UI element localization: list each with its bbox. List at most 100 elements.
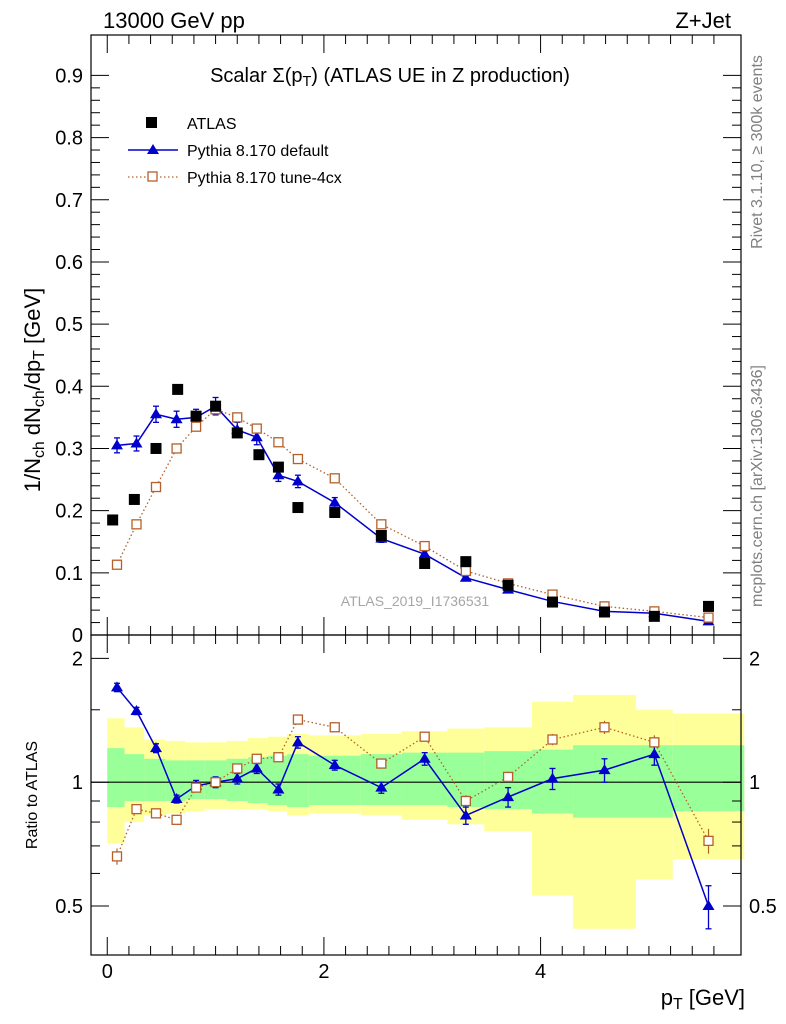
atlas-data-point [128,493,140,505]
ratio-pythia-default-point [111,681,123,692]
ratio-band-green [185,760,205,800]
tune-4cx-point [171,443,182,454]
atlas-data-point [703,600,714,612]
atlas-data-point [231,427,243,439]
pythia-default-point [418,548,431,559]
atlas-data-point [272,461,284,473]
atlas-data-point [150,442,162,454]
main-y-tick-label: 0.2 [55,501,83,523]
atlas-data-point [329,507,341,519]
pythia-default-point [170,413,183,424]
atlas-data-point [190,410,202,422]
pythia-default-point [328,496,341,507]
tune-4cx-point [232,412,243,423]
tune-4cx-point [703,612,714,623]
x-axis-label: pT [GeV] [661,985,745,1013]
ratio-tune-4cx-point [190,782,202,793]
ratio-pythia-default-point [231,772,244,783]
legend-atlas-marker [146,117,157,128]
ratio-pythia-default-point [598,764,611,775]
tune-4cx-point [460,565,471,577]
atlas-data-point [172,383,184,395]
pythia-default-point [291,475,304,486]
header-left: 13000 GeV pp [103,8,245,33]
ratio-band-green [248,757,268,804]
atlas-data-point [648,610,660,622]
x-tick-label: 0 [102,961,113,983]
atlas-data-point [292,502,304,514]
tune-4cx-line [116,408,709,619]
tune-4cx-point [150,481,162,493]
ratio-tune-4cx-point [502,771,514,783]
pythia-default-point [111,439,123,450]
ratio-y-axis-label: Ratio to ATLAS [24,741,41,849]
ratio-pythia-default-point [250,762,263,773]
main-y-tick-label: 0.8 [55,128,83,150]
ratio-tune-4cx-point [150,808,162,819]
pythia-default-point [150,408,162,419]
ratio-tune-4cx-point [649,737,660,748]
pythia-default-point [459,571,472,582]
main-y-tick-label: 0.5 [55,314,83,336]
ratio-band-green [165,760,186,802]
ratio-pythia-default-point [328,759,341,770]
main-y-tick-label: 0 [72,625,83,647]
ratio-tune-4cx-point [210,777,221,788]
ratio-pythia-default-point [459,809,472,820]
ratio-pythia-default-point [272,783,285,794]
atlas-data-point [253,449,265,461]
main-y-tick-label: 0.4 [55,376,83,398]
ratio-tune-4cx-point [273,752,284,763]
ratio-tune-4cx-point [419,731,430,742]
tune-4cx-point [131,519,142,530]
legend-tune-label: Pythia 8.170 tune-4cx [187,170,342,187]
ratio-plot-series [111,681,715,930]
tune-4cx-point [251,423,262,434]
ratio-tune-4cx-point [292,714,304,725]
ratio-y-tick-label: 1 [72,772,83,794]
legend: ATLAS Pythia 8.170 default Pythia 8.170 … [128,116,342,187]
atlas-data-point [502,579,514,591]
main-plot-series [107,383,715,626]
ratio-plot-ticks: 0.5 0.5 1 1 2 2 0 2 4 [55,635,777,983]
mcplots-info: mcplots.cern.ch [arXiv:1306.3436] [749,365,766,607]
ratio-tune-4cx-point [131,803,142,815]
pythia-default-point [272,469,285,480]
tune-4cx-point [419,540,430,552]
ratio-tune-4cx-point [171,814,182,825]
ratio-y-tick-label-right: 0.5 [749,896,777,918]
ratio-tune-4cx-point [251,753,262,764]
ratio-tune-4cx-point [376,758,387,769]
main-plot-title: Scalar Σ(pT) (ATLAS UE in Z production) [210,65,570,90]
legend-atlas-label: ATLAS [187,116,237,133]
header-right: Z+Jet [675,8,731,33]
atlas-data-point [547,596,558,608]
ratio-tune-4cx-point [460,795,471,807]
ratio-band-green [672,745,745,812]
ratio-pythia-default-point [375,781,388,792]
main-y-tick-label: 0.6 [55,252,83,274]
ratio-band-green [267,755,288,806]
ratio-tune-4cx-point [329,722,340,733]
legend-default-marker [147,144,159,154]
tune-4cx-point [329,473,340,484]
main-plot-ticks: 0 0.1 0.2 0.3 0.4 0.5 0.6 0.7 0.8 0.9 [55,35,741,647]
tune-4cx-point [111,559,123,570]
main-y-tick-label: 0.3 [55,438,83,460]
ratio-band-green [107,748,125,808]
atlas-data-point [107,514,119,526]
tune-4cx-point [376,519,387,530]
legend-tune-marker [147,171,158,182]
ratio-pythia-default-point [702,899,715,910]
x-tick-label: 4 [535,961,546,983]
ratio-y-tick-label-right: 2 [749,648,760,670]
main-y-tick-label: 0.1 [55,563,83,585]
atlas-data-point [460,556,472,568]
atlas-data-point [419,557,431,569]
ratio-pythia-default-point [291,736,304,747]
ratio-tune-4cx-point [547,734,558,745]
analysis-watermark: ATLAS_2019_I1736531 [341,593,490,609]
main-y-tick-label: 0.9 [55,65,83,87]
ratio-tune-4cx-point [232,763,243,774]
ratio-band-green [144,758,166,802]
